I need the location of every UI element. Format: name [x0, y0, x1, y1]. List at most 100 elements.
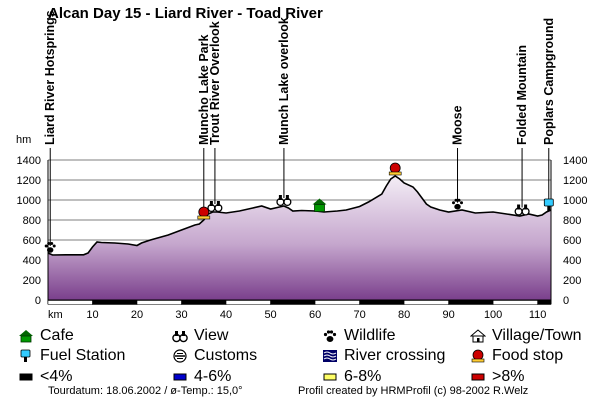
axes: 0 0 200 200 400 400 600 600 800 800 1000 1000 1200 12… [17, 155, 588, 320]
y-tick-label-left: 200 [23, 275, 41, 287]
customs-icon [172, 349, 188, 363]
legend-item-grade-yellow: 6-8% [322, 368, 381, 386]
x-tick-label: 10 [86, 309, 98, 320]
legend-label: River crossing [344, 347, 446, 364]
legend-item-wildlife: Wildlife [322, 327, 396, 345]
x-tick-label: 50 [264, 309, 276, 320]
y-tick-label-left: 1200 [17, 175, 41, 187]
fuel-icon [18, 349, 34, 363]
food-icon [388, 162, 402, 176]
wildlife-icon [44, 242, 56, 253]
wildlife-icon [322, 329, 338, 343]
tour-date-info: Tourdatum: 18.06.2002 / ø-Temp.: 15,0° [48, 385, 243, 397]
legend-label: <4% [40, 368, 73, 385]
x-tick-label: 110 [529, 309, 547, 320]
elevation-fill [48, 176, 551, 300]
legend-label: 4-6% [194, 368, 232, 385]
poi-label: Munch Lake overlook [277, 17, 291, 145]
legend-label: 6-8% [344, 368, 382, 385]
x-tick-label: 70 [353, 309, 365, 320]
km-scale-segment [537, 300, 552, 305]
km-scale-segment [270, 300, 316, 305]
grade-black-swatch [18, 370, 34, 384]
legend-item-grade-red: >8% [470, 368, 524, 386]
legend-item-food: Food stop [470, 347, 563, 365]
km-scale-segment [136, 300, 182, 305]
x-tick-label: 100 [484, 309, 502, 320]
food-icon [470, 349, 486, 363]
km-scale-segment [492, 300, 538, 305]
y-axis-label: hm [16, 134, 31, 146]
km-scale-segment [47, 300, 93, 305]
grade-yellow-swatch [322, 370, 338, 384]
fuel-icon [543, 198, 554, 211]
km-scale-segment [448, 300, 494, 305]
view-icon [207, 201, 223, 213]
wildlife-icon [452, 198, 463, 210]
legend-label: Wildlife [344, 327, 396, 344]
legend-label: Food stop [492, 347, 564, 364]
elevation-line [47, 175, 552, 256]
legend-label: View [194, 327, 229, 344]
grade-red-swatch [470, 370, 486, 384]
y-tick-label-right: 800 [563, 215, 581, 227]
legend-item-grade-black: <4% [18, 368, 72, 386]
chart-title: Alcan Day 15 - Liard River - Toad River [48, 5, 323, 22]
x-tick-label: 30 [175, 309, 187, 320]
legend-item-cafe: Cafe [18, 327, 74, 345]
poi-label: Folded Mountain [515, 45, 529, 145]
y-tick-label-left: 800 [23, 215, 41, 227]
legend-item-village: Village/Town [469, 327, 582, 345]
y-tick-label-left: 0 [35, 295, 41, 307]
legend-item-fuel: Fuel Station [18, 347, 125, 365]
y-tick-label-right: 1000 [563, 195, 587, 207]
grade-blue-swatch [172, 370, 188, 384]
poi-markers: Liard River Hotsprings Muncho Lake ParkTr… [43, 10, 556, 246]
km-scale-segment [92, 300, 138, 305]
view-icon [276, 195, 292, 207]
poi-icons [44, 162, 554, 253]
legend-label: Customs [194, 347, 258, 364]
x-axis-label: km [48, 309, 63, 320]
legend-item-view: View [172, 327, 228, 345]
legend-item-river: River crossing [322, 347, 445, 365]
y-tick-label-right: 200 [563, 275, 581, 287]
y-tick-label-right: 600 [563, 235, 581, 247]
km-scale-segment [181, 300, 227, 305]
legend-label: >8% [492, 368, 525, 385]
poi-label: Moose [451, 105, 465, 145]
y-tick-label-left: 1400 [17, 155, 41, 167]
village-icon [469, 329, 487, 343]
poi-label: Liard River Hotsprings [43, 10, 57, 145]
y-tick-label-right: 1400 [563, 155, 587, 167]
y-tick-label-left: 600 [23, 235, 41, 247]
poi-label: Trout River Overlook [208, 21, 222, 145]
km-scale-segment [225, 300, 271, 305]
profile-credit: Profil created by HRMProfil (c) 98-2002 … [298, 385, 529, 397]
poi-label: Muncho Lake Park [197, 35, 211, 145]
river-icon [322, 349, 338, 363]
elevation-chart: Alcan Day 15 - Liard River - Toad River … [16, 5, 588, 320]
legend-label: Village/Town [492, 327, 582, 344]
x-tick-label: 60 [309, 309, 321, 320]
legend-label: Fuel Station [40, 347, 126, 364]
y-tick-label-right: 0 [563, 295, 569, 307]
cafe-icon [312, 198, 327, 212]
x-tick-label: 90 [442, 309, 454, 320]
y-tick-label-left: 400 [23, 255, 41, 267]
km-scale-segment [403, 300, 449, 305]
poi-label: Poplars Campground [542, 18, 556, 145]
x-tick-label: 80 [398, 309, 410, 320]
y-tick-label-right: 1200 [563, 175, 587, 187]
x-tick-label: 40 [220, 309, 232, 320]
km-scale-segment [359, 300, 405, 305]
y-tick-label-left: 1000 [17, 195, 41, 207]
legend-item-customs: Customs [172, 347, 257, 365]
x-tick-label: 20 [131, 309, 143, 320]
legend-item-grade-blue: 4-6% [172, 368, 231, 386]
view-icon [514, 204, 530, 216]
km-scale-segment [314, 300, 360, 305]
food-icon [197, 206, 211, 220]
legend-label: Cafe [40, 327, 74, 344]
y-tick-label-right: 400 [563, 255, 581, 267]
